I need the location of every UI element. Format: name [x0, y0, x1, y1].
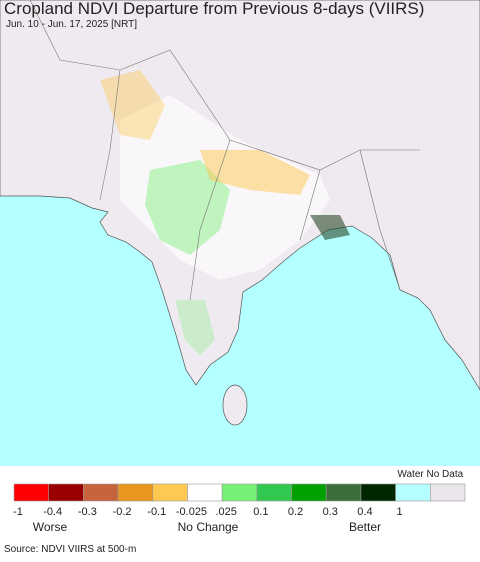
- legend-swatch: [360, 483, 396, 502]
- legend: -1 -0.4 -0.3 -0.2 -0.1 -0.025 .025 0.1 0.2 0.3 0.4…: [13, 469, 466, 534]
- legend-tick-label: .025: [215, 506, 236, 518]
- legend-tick-label: -1: [13, 506, 23, 518]
- legend-tick-label: -0.1: [147, 506, 166, 518]
- delta-patch: [310, 215, 350, 240]
- legend-tick-label: -0.4: [43, 506, 62, 518]
- legend-swatch: [48, 483, 84, 502]
- legend-swatch: [430, 483, 466, 502]
- legend-swatch: [325, 483, 362, 502]
- map: [0, 0, 480, 478]
- greening-patch: [145, 160, 230, 255]
- title: Cropland NDVI Departure from Previous 8-…: [4, 0, 424, 18]
- legend-swatch: [221, 483, 258, 502]
- legend-tick-label: 0.2: [288, 506, 303, 518]
- browning-patch: [100, 70, 165, 140]
- legend-swatch: [256, 483, 292, 502]
- legend-swatch: [13, 483, 49, 502]
- cropland-area: [120, 95, 330, 280]
- legend-tick-label: 0.3: [323, 506, 338, 518]
- source: Source: NDVI VIIRS at 500-m: [4, 544, 136, 555]
- legend-tick-label: -0.3: [78, 506, 97, 518]
- legend-group-label: Better: [349, 520, 381, 534]
- legend-swatch: [187, 483, 223, 502]
- legend-group-label: Worse: [33, 520, 68, 534]
- legend-swatch: [83, 483, 119, 502]
- legend-swatch: [291, 483, 327, 502]
- legend-swatch: [117, 483, 154, 502]
- borders: [29, 0, 420, 301]
- island: [222, 384, 248, 426]
- legend-swatch: [395, 483, 431, 502]
- legend-panel: [0, 466, 480, 557]
- legend-tick-label: 0.1: [253, 506, 268, 518]
- legend-tick-label: -0.025: [176, 506, 207, 518]
- legend-tick-label: 1: [397, 506, 403, 518]
- greening-patch: [175, 300, 215, 355]
- browning-patch: [200, 150, 310, 195]
- legend-tick-label: -0.2: [113, 506, 132, 518]
- legend-swatch: [152, 483, 188, 502]
- subtitle: Jun. 10 - Jun. 17, 2025 [NRT]: [6, 19, 137, 30]
- legend-tick-label: 0.4: [357, 506, 372, 518]
- legend-group-label: No Change: [178, 520, 239, 534]
- legend-water-label: Water No Data: [397, 469, 463, 480]
